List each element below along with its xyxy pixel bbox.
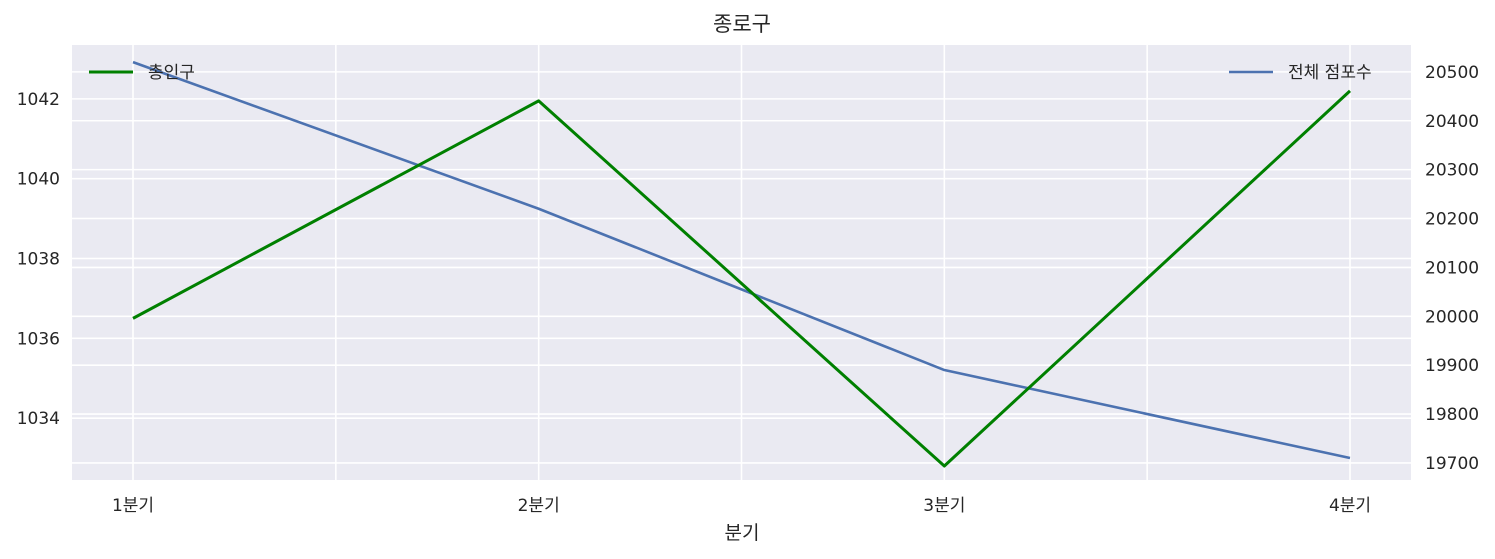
right-tick-label: 19900 — [1425, 356, 1479, 376]
series-line-total-stores — [132, 60, 1351, 460]
left-tick-label: 1034 — [17, 409, 60, 429]
series-line-total-population — [132, 89, 1352, 468]
right-tick-label: 20100 — [1425, 258, 1479, 278]
right-tick-label: 20300 — [1425, 161, 1479, 181]
x-tick-label: 3분기 — [923, 496, 965, 516]
right-tick-label: 20200 — [1425, 210, 1479, 230]
right-tick-label: 19700 — [1425, 454, 1479, 474]
right-tick-label: 19800 — [1425, 405, 1479, 425]
x-tick-label: 2분기 — [518, 496, 560, 516]
x-tick-label: 4분기 — [1329, 496, 1371, 516]
left-y-axis: 1034 1036 1038 1040 1042 — [17, 90, 60, 429]
right-y-axis: 19700 19800 19900 20000 20100 20200 20300 20400… — [1425, 63, 1479, 474]
series-lines — [132, 60, 1352, 468]
left-tick-label: 1036 — [17, 329, 60, 349]
x-axis-label: 분기 — [725, 522, 760, 544]
right-tick-label: 20400 — [1425, 112, 1479, 132]
right-tick-label: 20500 — [1425, 63, 1479, 83]
right-tick-label: 20000 — [1425, 307, 1479, 327]
left-tick-label: 1042 — [17, 90, 60, 110]
legend-label-total-population: 총인구 — [148, 63, 195, 83]
x-tick-label: 1분기 — [112, 496, 154, 516]
left-tick-label: 1038 — [17, 250, 60, 270]
legend-label-total-stores: 전체 점포수 — [1288, 63, 1372, 83]
x-axis: 1분기 2분기 3분기 4분기 — [112, 496, 1371, 516]
legend-right: 전체 점포수 — [1229, 63, 1372, 83]
legend-left: 총인구 — [89, 63, 195, 83]
grid-lines — [72, 45, 1411, 480]
chart-title: 종로구 — [713, 12, 771, 36]
left-tick-label: 1040 — [17, 170, 60, 190]
